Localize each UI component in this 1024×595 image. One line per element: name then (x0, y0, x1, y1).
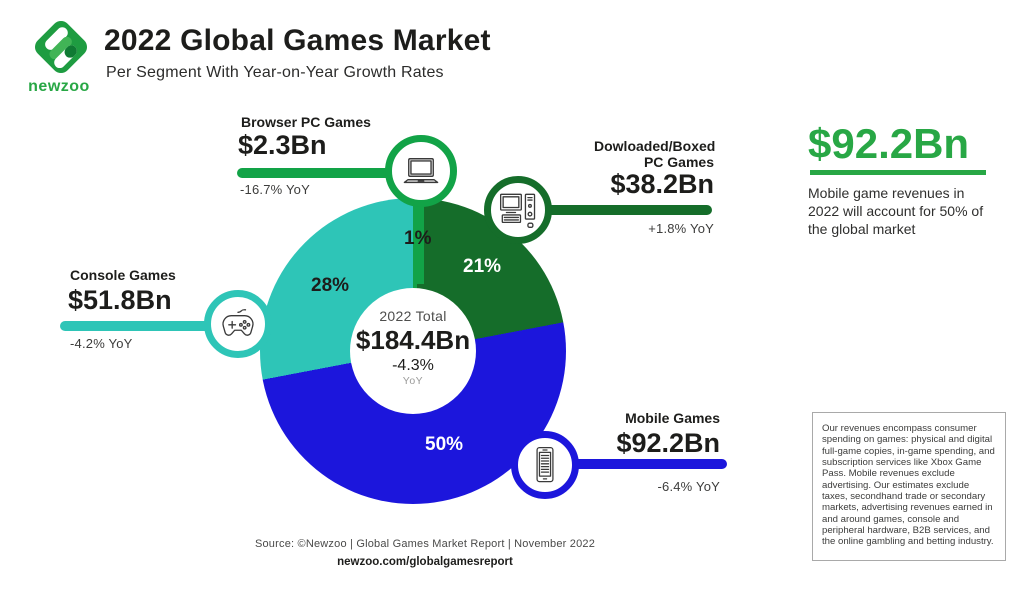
total-label: 2022 Total (379, 308, 447, 324)
browser-segment-name: Browser PC Games (241, 114, 371, 130)
newzoo-logo (34, 20, 88, 74)
slice-label-mobile: 50% (425, 434, 464, 455)
methodology-note: Our revenues encompass consumer spending… (812, 412, 1006, 561)
report-link[interactable]: newzoo.com/globalgamesreport (337, 556, 513, 568)
total-growth-unit: YoY (402, 375, 424, 387)
browser-connector-line (237, 168, 409, 178)
slice-label-browser: 1% (404, 228, 432, 249)
logo-wordmark: newzoo (28, 78, 90, 95)
mobile-segment-name: Mobile Games (625, 410, 720, 426)
console-connector-line (60, 321, 222, 331)
source-line: Source: ©Newzoo | Global Games Market Re… (254, 538, 596, 550)
console-segment-name: Console Games (70, 267, 176, 283)
console-segment-revenue: $51.8Bn (68, 285, 172, 315)
pc-connector-line (535, 205, 712, 215)
desktop-icon (499, 193, 536, 229)
mobile-icon-badge (511, 431, 579, 499)
highlight-description: Mobile game revenues in 2022 will accoun… (808, 185, 984, 238)
mobile-segment-revenue: $92.2Bn (616, 428, 720, 458)
pc-segment-name: Dowloaded/Boxed PC Games (594, 138, 716, 171)
laptop-icon (403, 158, 439, 184)
mobile-segment-yoy: -6.4% YoY (657, 479, 720, 494)
page-title: 2022 Global Games Market (104, 24, 491, 57)
smartphone-icon (536, 446, 554, 483)
highlight-underline (810, 170, 986, 175)
total-value: $184.4Bn (355, 325, 471, 355)
slice-label-console: 28% (311, 275, 350, 296)
page-subtitle: Per Segment With Year-on-Year Growth Rat… (106, 64, 444, 81)
slice-label-pc: 21% (463, 256, 502, 277)
highlight-value: $92.2Bn (808, 120, 970, 167)
pc-icon-badge (484, 176, 552, 244)
browser-slice-stem (413, 172, 424, 284)
browser-segment-yoy: -16.7% YoY (240, 182, 310, 197)
browser-icon-badge (385, 135, 457, 207)
pc-segment-yoy: +1.8% YoY (648, 221, 714, 236)
console-segment-yoy: -4.2% YoY (70, 336, 133, 351)
mobile-connector-line (560, 459, 727, 469)
total-growth: -4.3% (392, 357, 434, 374)
browser-segment-revenue: $2.3Bn (238, 130, 327, 160)
donut-center: 2022 Total $184.4Bn -4.3% YoY (350, 288, 476, 414)
console-icon-badge (204, 290, 272, 358)
gamepad-icon (222, 309, 254, 336)
pc-segment-revenue: $38.2Bn (610, 169, 714, 199)
